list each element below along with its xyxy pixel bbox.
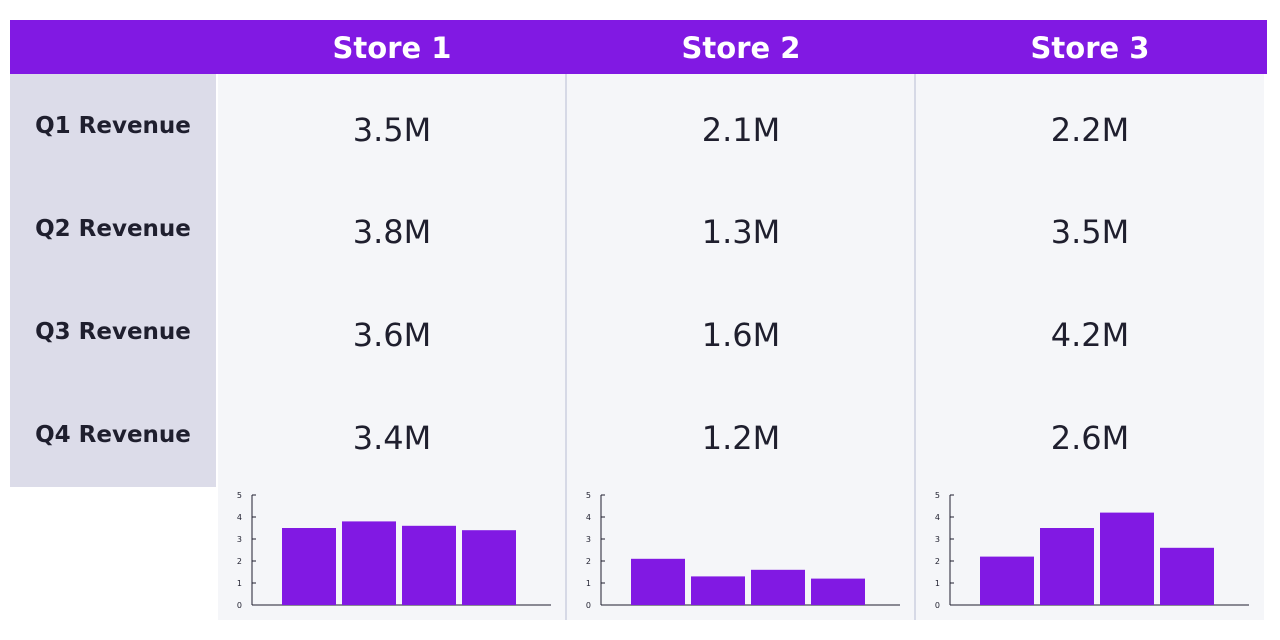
y-tick-label: 3 (237, 535, 242, 544)
store-3-q3-value: 4.2M (1050, 316, 1130, 354)
y-tick-label: 0 (237, 601, 242, 610)
table-header-bar (10, 20, 1267, 74)
y-tick-label: 0 (586, 601, 591, 610)
y-tick-label: 2 (586, 557, 591, 566)
y-tick-label: 3 (586, 535, 591, 544)
bar-4 (1160, 547, 1214, 605)
store-2-q2-value: 1.3M (701, 213, 781, 251)
y-tick-label: 4 (237, 513, 242, 522)
row-label-q3: Q3 Revenue (35, 319, 191, 345)
store-2-header: Store 2 (681, 31, 801, 65)
store-2-q4-value: 1.2M (701, 419, 781, 457)
store-1-q2-value: 3.8M (352, 213, 432, 251)
row-label-q1: Q1 Revenue (35, 113, 191, 139)
store-2-bar-chart: 0 1 2 3 4 5 (586, 491, 900, 610)
y-tick-label: 3 (935, 535, 940, 544)
y-tick-label: 1 (935, 579, 940, 588)
bar-2 (1040, 528, 1094, 605)
store-1-q3-value: 3.6M (352, 316, 432, 354)
row-label-panel (10, 74, 216, 487)
bar-1 (631, 558, 685, 605)
store-2-q3-value: 1.6M (701, 316, 781, 354)
store-3-q4-value: 2.6M (1050, 419, 1130, 457)
y-tick-label: 1 (237, 579, 242, 588)
y-tick-label: 5 (237, 491, 242, 500)
bar-3 (402, 525, 456, 605)
column-divider (914, 74, 916, 620)
y-tick-label: 2 (237, 557, 242, 566)
column-divider (565, 74, 567, 620)
bar-2 (691, 576, 745, 605)
y-tick-label: 0 (935, 601, 940, 610)
store-3-bar-chart: 0 1 2 3 4 5 (935, 491, 1249, 610)
store-1-bar-chart: 0 1 2 3 4 5 (237, 491, 551, 610)
store-1-q1-value: 3.5M (352, 111, 432, 149)
bar-4 (462, 530, 516, 605)
store-1-q4-value: 3.4M (352, 419, 432, 457)
y-tick-label: 5 (935, 491, 940, 500)
bar-1 (282, 528, 336, 605)
y-tick-label: 5 (586, 491, 591, 500)
store-2-q1-value: 2.1M (701, 111, 781, 149)
store-3-q2-value: 3.5M (1050, 213, 1130, 251)
row-label-q4: Q4 Revenue (35, 422, 191, 448)
y-tick-label: 4 (586, 513, 591, 522)
row-label-q2: Q2 Revenue (35, 216, 191, 242)
store-1-header: Store 1 (332, 31, 452, 65)
bar-3 (751, 569, 805, 605)
store-2-column (567, 74, 915, 620)
store-3-header: Store 3 (1030, 31, 1150, 65)
bar-4 (811, 578, 865, 605)
bar-3 (1100, 512, 1154, 605)
store-3-q1-value: 2.2M (1050, 111, 1130, 149)
y-tick-label: 2 (935, 557, 940, 566)
y-tick-label: 1 (586, 579, 591, 588)
y-tick-label: 4 (935, 513, 940, 522)
bar-2 (342, 521, 396, 605)
bar-1 (980, 556, 1034, 605)
